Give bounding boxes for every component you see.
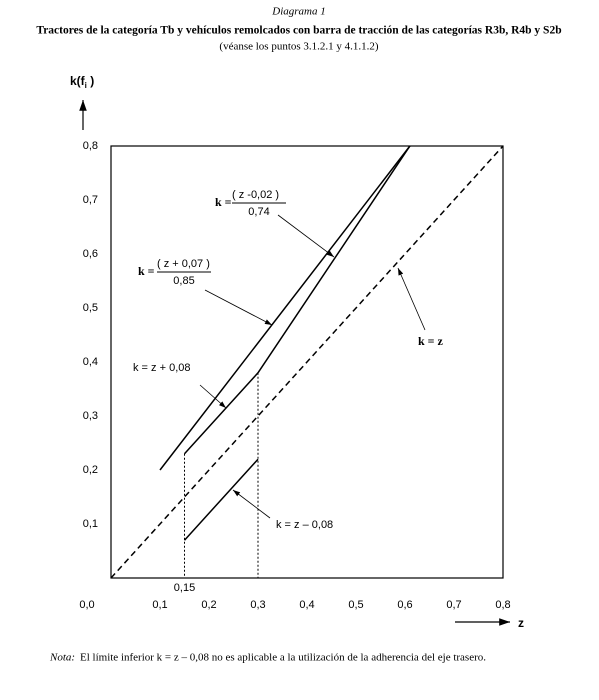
- diagram-number: Diagrama 1: [271, 6, 325, 18]
- annotation-arrow: [204, 289, 273, 326]
- series-line: [159, 145, 411, 471]
- x-tick-label: 0,7: [446, 599, 461, 611]
- x-tick-label-extra: 0,15: [174, 582, 195, 594]
- annotation-arrow: [397, 267, 426, 331]
- y-tick-label: 0,7: [83, 194, 98, 206]
- x-tick-label: 0,4: [299, 599, 314, 611]
- annotation-numerator: ( z + 0,07 ): [157, 258, 210, 270]
- series-line: [183, 458, 259, 541]
- annotation-arrow: [199, 384, 227, 409]
- y-tick-label: 0,2: [83, 464, 98, 476]
- annotation-denominator: 0,85: [173, 275, 194, 287]
- x-axis-label: z: [518, 616, 524, 630]
- series-line: [257, 145, 411, 374]
- note-label: Nota:: [49, 652, 75, 664]
- x-tick-label: 0,8: [495, 599, 510, 611]
- y-tick-label: 0,1: [83, 518, 98, 530]
- x-tick-label: 0,0: [79, 599, 94, 611]
- annotation: k = z: [418, 334, 444, 348]
- x-tick-label: 0,2: [201, 599, 216, 611]
- y-axis-label: k(fi ): [70, 74, 94, 90]
- y-tick-label: 0,3: [83, 410, 98, 422]
- annotation-denominator: 0,74: [248, 206, 269, 218]
- y-tick-label: 0,5: [83, 302, 98, 314]
- x-tick-label: 0,6: [397, 599, 412, 611]
- note: El límite inferior k = z – 0,08 no es ap…: [80, 652, 486, 664]
- chart-title: Tractores de la categoría Tb y vehículos…: [36, 25, 561, 37]
- x-tick-label: 0,1: [152, 599, 167, 611]
- x-tick-label: 0,3: [250, 599, 265, 611]
- y-tick-label: 0,6: [83, 248, 98, 260]
- series-line: [110, 145, 504, 579]
- plot-frame: [110, 145, 504, 579]
- series-line: [183, 372, 259, 455]
- annotation: k = z + 0,08: [133, 362, 190, 374]
- chart-subtitle: (véanse los puntos 3.1.2.1 y 4.1.1.2): [219, 41, 379, 53]
- y-tick-label: 0,4: [83, 356, 98, 368]
- annotation-arrow: [277, 214, 335, 258]
- annotation: k = z – 0,08: [276, 519, 333, 531]
- annotation-numerator: ( z -0,02 ): [232, 189, 279, 201]
- annotation-lhs: k =: [138, 264, 155, 278]
- x-tick-label: 0,5: [348, 599, 363, 611]
- annotation-arrow: [232, 489, 271, 519]
- annotation-lhs: k =: [215, 195, 232, 209]
- y-tick-label: 0,8: [83, 140, 98, 152]
